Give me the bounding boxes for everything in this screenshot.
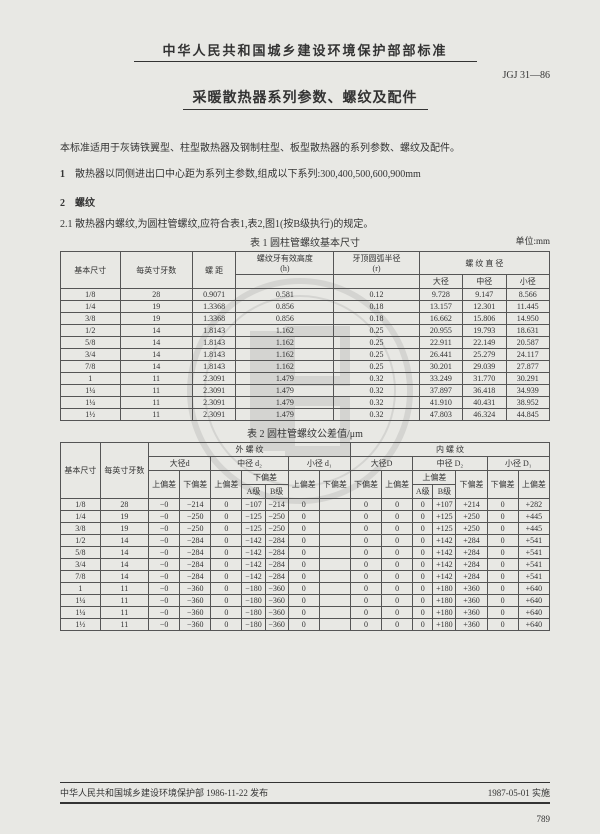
table2-title: 表 2 圆柱管螺纹公差值/μm [60,425,550,440]
intro-text: 本标准适用于灰铸铁翼型、柱型散热器及钢制柱型、板型散热器的系列参数、螺纹及配件。 [60,140,550,158]
doc-title: 采暖散热器系列参数、螺纹及配件 [60,87,550,107]
section-1: 1 散热器以同侧进出口中心距为系列主参数,组成以下系列:300,400,500,… [60,166,550,184]
page-number: 789 [537,814,551,824]
footer-right: 1987-05-01 实施 [488,786,550,799]
footer: 中华人民共和国城乡建设环境保护部 1986-11-22 发布 1987-05-0… [60,782,550,804]
footer-left: 中华人民共和国城乡建设环境保护部 1986-11-22 发布 [60,786,268,799]
standard-code: JGJ 31—86 [60,70,550,81]
org-header: 中华人民共和国城乡建设环境保护部部标准 [60,40,550,59]
table1-title: 表 1 圆柱管螺纹基本尺寸 单位:mm [60,234,550,249]
section-2: 2 螺纹 [60,194,550,209]
table-1: 基本尺寸 每英寸牙数 螺 距 螺纹牙有效高度(h) 牙顶圆弧半径(r) 螺 纹 … [60,251,550,421]
table-2: 基本尺寸 每英寸牙数 外 螺 纹 内 螺 纹 大径d 中径 d₂ 小径 d₁ 大… [60,442,550,631]
header-rule [134,61,477,62]
section-2-1: 2.1 散热器内螺纹,为圆柱管螺纹,应符合表1,表2,图1(按B级执行)的规定。 [60,215,550,230]
title-rule [183,109,428,110]
